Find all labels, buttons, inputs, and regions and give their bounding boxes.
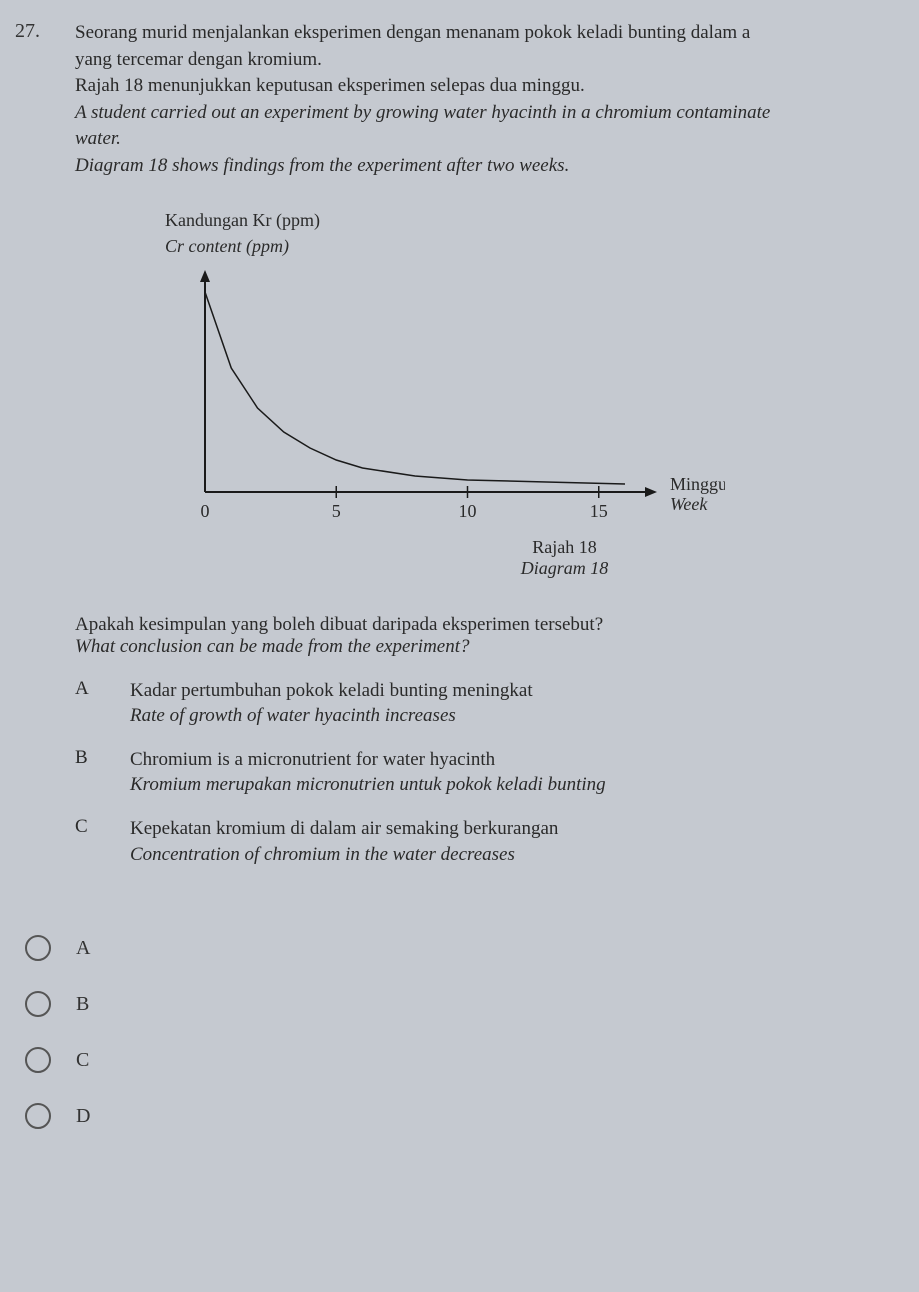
option-text-b: Chromium is a micronutrient for water hy… [130, 747, 606, 798]
option-a-ms: Kadar pertumbuhan pokok keladi bunting m… [130, 678, 533, 704]
option-b-en: Kromium merupakan micronutrien untuk pok… [130, 772, 606, 798]
svg-text:Minggu: Minggu [670, 474, 725, 494]
svg-text:0: 0 [201, 501, 210, 521]
svg-text:Week: Week [670, 494, 708, 514]
svg-text:5: 5 [332, 501, 341, 521]
question-text-ms-1: Seorang murid menjalankan eksperimen den… [75, 20, 904, 47]
y-axis-label-ms: Kandungan Kr (ppm) [165, 210, 904, 231]
question-container: 27. Seorang murid menjalankan eksperimen… [15, 20, 904, 885]
caption-en: Diagram 18 [225, 558, 904, 579]
option-c-en: Concentration of chromium in the water d… [130, 842, 558, 868]
prompt-ms: Apakah kesimpulan yang boleh dibuat dari… [75, 614, 904, 636]
option-b: B Chromium is a micronutrient for water … [75, 747, 904, 798]
radio-circle-icon [25, 991, 51, 1017]
question-text-ms-2: yang tercemar dengan kromium. [75, 47, 904, 74]
question-text-en-3: Diagram 18 shows findings from the exper… [75, 153, 904, 180]
caption-ms: Rajah 18 [225, 537, 904, 558]
radio-circle-icon [25, 1103, 51, 1129]
options-block: A Kadar pertumbuhan pokok keladi bunting… [75, 678, 904, 868]
radio-label-b: B [76, 993, 89, 1016]
option-c-ms: Kepekatan kromium di dalam air semaking … [130, 816, 558, 842]
y-axis-label-en: Cr content (ppm) [165, 236, 904, 257]
radio-option-b[interactable]: B [25, 991, 904, 1017]
radio-option-a[interactable]: A [25, 935, 904, 961]
option-text-c: Kepekatan kromium di dalam air semaking … [130, 816, 558, 867]
radio-label-c: C [76, 1049, 89, 1072]
question-body: Seorang murid menjalankan eksperimen den… [75, 20, 904, 885]
question-number: 27. [15, 20, 55, 885]
option-c: C Kepekatan kromium di dalam air semakin… [75, 816, 904, 867]
question-text-en-1: A student carried out an experiment by g… [75, 100, 904, 127]
question-text-ms-3: Rajah 18 menunjukkan keputusan eksperime… [75, 73, 904, 100]
prompt-en: What conclusion can be made from the exp… [75, 636, 904, 658]
radio-circle-icon [25, 935, 51, 961]
question-text-en-2: water. [75, 126, 904, 153]
option-b-ms: Chromium is a micronutrient for water hy… [130, 747, 606, 773]
radio-label-d: D [76, 1105, 90, 1128]
radio-option-d[interactable]: D [25, 1103, 904, 1129]
option-letter-a: A [75, 678, 100, 729]
option-letter-c: C [75, 816, 100, 867]
option-letter-b: B [75, 747, 100, 798]
chart-area: Kandungan Kr (ppm) Cr content (ppm) 0 5 10… [165, 210, 904, 579]
radio-option-c[interactable]: C [25, 1047, 904, 1073]
decay-chart: 0 5 10 15 MingguWeek [165, 267, 725, 527]
option-text-a: Kadar pertumbuhan pokok keladi bunting m… [130, 678, 533, 729]
radio-label-a: A [76, 937, 90, 960]
radio-circle-icon [25, 1047, 51, 1073]
svg-text:15: 15 [590, 501, 608, 521]
answer-choices: A B C D [25, 935, 904, 1129]
option-a: A Kadar pertumbuhan pokok keladi bunting… [75, 678, 904, 729]
question-prompt: Apakah kesimpulan yang boleh dibuat dari… [75, 614, 904, 658]
diagram-caption: Rajah 18 Diagram 18 [225, 537, 904, 579]
svg-text:10: 10 [459, 501, 477, 521]
option-a-en: Rate of growth of water hyacinth increas… [130, 703, 533, 729]
